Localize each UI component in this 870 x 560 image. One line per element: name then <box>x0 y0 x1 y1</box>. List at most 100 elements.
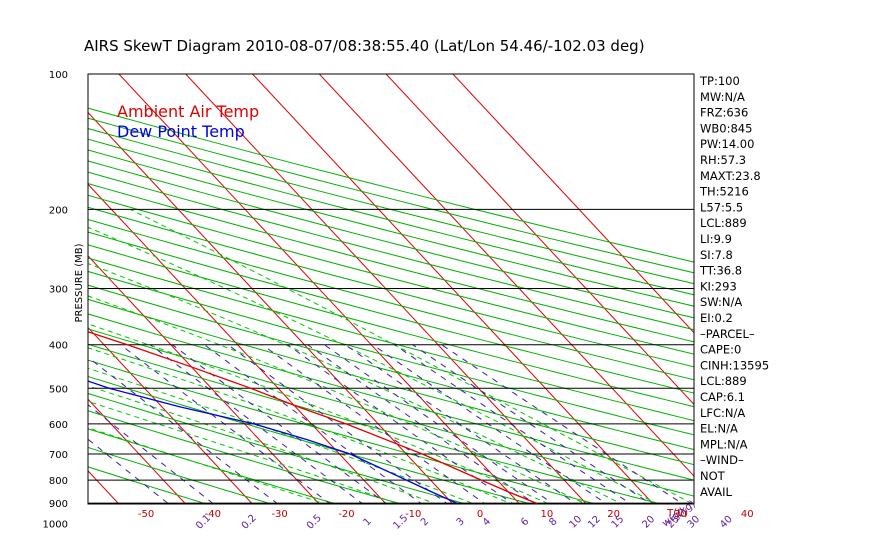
mixing-ratio-line <box>287 344 514 504</box>
dry-adiabat-line <box>88 117 694 274</box>
temperature-tick-label: -30 <box>271 509 287 520</box>
mixing-ratio-label: 6 <box>519 516 531 528</box>
index-item: AVAIL <box>700 485 733 499</box>
index-item: PW:14.00 <box>700 137 754 151</box>
index-item: L57:5.5 <box>700 200 743 214</box>
pressure-tick-label: 900 <box>49 499 68 510</box>
index-item: LFC:N/A <box>700 406 745 420</box>
moist-adiabat-line <box>88 400 401 504</box>
index-item: SW:N/A <box>700 295 742 309</box>
index-item: WB0:845 <box>700 121 752 135</box>
isotherm-line <box>88 183 387 504</box>
index-item: LCL:889 <box>700 374 747 388</box>
x-unit-label: T(C) <box>666 508 688 519</box>
dry-adiabat-line <box>88 284 694 451</box>
temperature-tick-label: 10 <box>540 509 553 520</box>
index-item: EI:0.2 <box>700 311 733 325</box>
dry-adiabat-line <box>88 375 533 504</box>
dry-adiabat-line <box>88 171 694 331</box>
mixing-ratio-line <box>227 344 449 504</box>
isotherm-line <box>0 74 12 533</box>
index-item: –WIND– <box>700 453 744 467</box>
index-item: TP:100 <box>699 74 740 88</box>
mixing-ratio-label: 40 <box>718 514 735 531</box>
axes: 1002003004005006007008009001000PRESSURE … <box>43 70 754 532</box>
dewpoint-line <box>88 380 459 504</box>
pressure-tick-label: 100 <box>49 70 68 81</box>
index-item: MW:N/A <box>700 90 745 104</box>
isotherm-line <box>452 74 694 334</box>
isotherm-line <box>88 326 254 504</box>
dry-adiabat-line <box>88 194 694 355</box>
index-item: TH:5216 <box>699 185 749 199</box>
pressure-tick-label: 300 <box>49 285 68 296</box>
dry-adiabat-line <box>88 270 694 436</box>
mixing-ratio-label: 2 <box>419 516 431 528</box>
dry-adiabat-line <box>88 128 694 285</box>
dry-adiabat-line <box>88 218 694 381</box>
mixing-ratio-label: 4 <box>481 516 493 528</box>
dry-adiabat-line <box>88 392 468 504</box>
temperature-tick-label: 30 <box>674 509 687 520</box>
moist-adiabat-line <box>88 347 513 504</box>
mixing-ratio-line <box>307 344 537 504</box>
plot-frame <box>87 73 695 505</box>
legend-temperature: Ambient Air Temp <box>117 102 259 121</box>
dry-adiabat-line <box>88 298 694 466</box>
mixing-ratio-label: 8 <box>547 516 559 528</box>
mixing-ratio-line <box>150 344 364 504</box>
dry-adiabat-line <box>88 107 694 263</box>
index-item: FRZ:636 <box>700 106 748 120</box>
mixing-ratio-line <box>394 344 632 504</box>
temperature-tick-label: 20 <box>607 509 620 520</box>
mixing-ratio-label: 10 <box>567 514 584 531</box>
isotherm-line <box>185 74 588 504</box>
pressure-tick-label: 800 <box>49 476 68 487</box>
isotherm-line <box>252 74 654 504</box>
isotherm-line <box>0 74 79 533</box>
index-item: EL:N/A <box>700 422 738 436</box>
legend-dewpoint: Dew Point Temp <box>117 122 245 141</box>
moist-adiabat-line <box>88 323 551 504</box>
dry-adiabat-line <box>88 244 694 408</box>
mixing-ratio-line <box>441 344 684 504</box>
temperature-tick-label: -20 <box>338 509 354 520</box>
dry-adiabat-line <box>88 231 694 394</box>
mixing-ratio-label: 20 <box>640 514 657 531</box>
index-item: CAP:6.1 <box>700 390 745 404</box>
pressure-tick-label: 500 <box>49 384 68 395</box>
mixing-ratio-line <box>172 344 388 504</box>
index-item: MPL:N/A <box>700 437 748 451</box>
index-item: MAXT:23.8 <box>700 169 761 183</box>
mixing-ratio-line <box>412 344 652 504</box>
index-item: CAPE:0 <box>700 343 741 357</box>
isotherm-line <box>88 255 320 504</box>
isotherm-line <box>88 111 454 504</box>
moist-adiabat-line <box>88 263 623 504</box>
mixing-ratio-label: 0.2 <box>240 513 259 532</box>
temperature-tick-label: -50 <box>138 509 154 520</box>
temperature-line <box>88 331 539 504</box>
pressure-tick-label: 1000 <box>43 520 68 531</box>
dry-adiabat-line <box>88 149 694 307</box>
mixing-ratio-label: 1 <box>362 516 374 528</box>
dry-adiabat-line <box>88 446 274 504</box>
mixing-ratio-line <box>88 356 279 504</box>
mixing-ratio-label: 12 <box>586 514 603 531</box>
dry-adiabat-line <box>88 466 209 504</box>
index-item: TT:36.8 <box>699 264 742 278</box>
y-axis-label: PRESSURE (MB) <box>74 243 85 322</box>
temperature-tick-label: 0 <box>477 509 483 520</box>
background-grid <box>0 74 694 533</box>
mixing-ratio-line <box>324 344 555 504</box>
index-item: SI:7.8 <box>700 248 733 262</box>
temperature-tick-label: 40 <box>741 509 754 520</box>
mixing-ratio-line <box>120 344 332 504</box>
mixing-ratio-line <box>372 344 608 504</box>
mixing-ratio-label: 0.5 <box>305 513 324 532</box>
pressure-tick-label: 200 <box>49 205 68 216</box>
pressure-tick-label: 400 <box>49 341 68 352</box>
temperature-tick-label: -40 <box>205 509 221 520</box>
pressure-tick-label: 600 <box>49 420 68 431</box>
